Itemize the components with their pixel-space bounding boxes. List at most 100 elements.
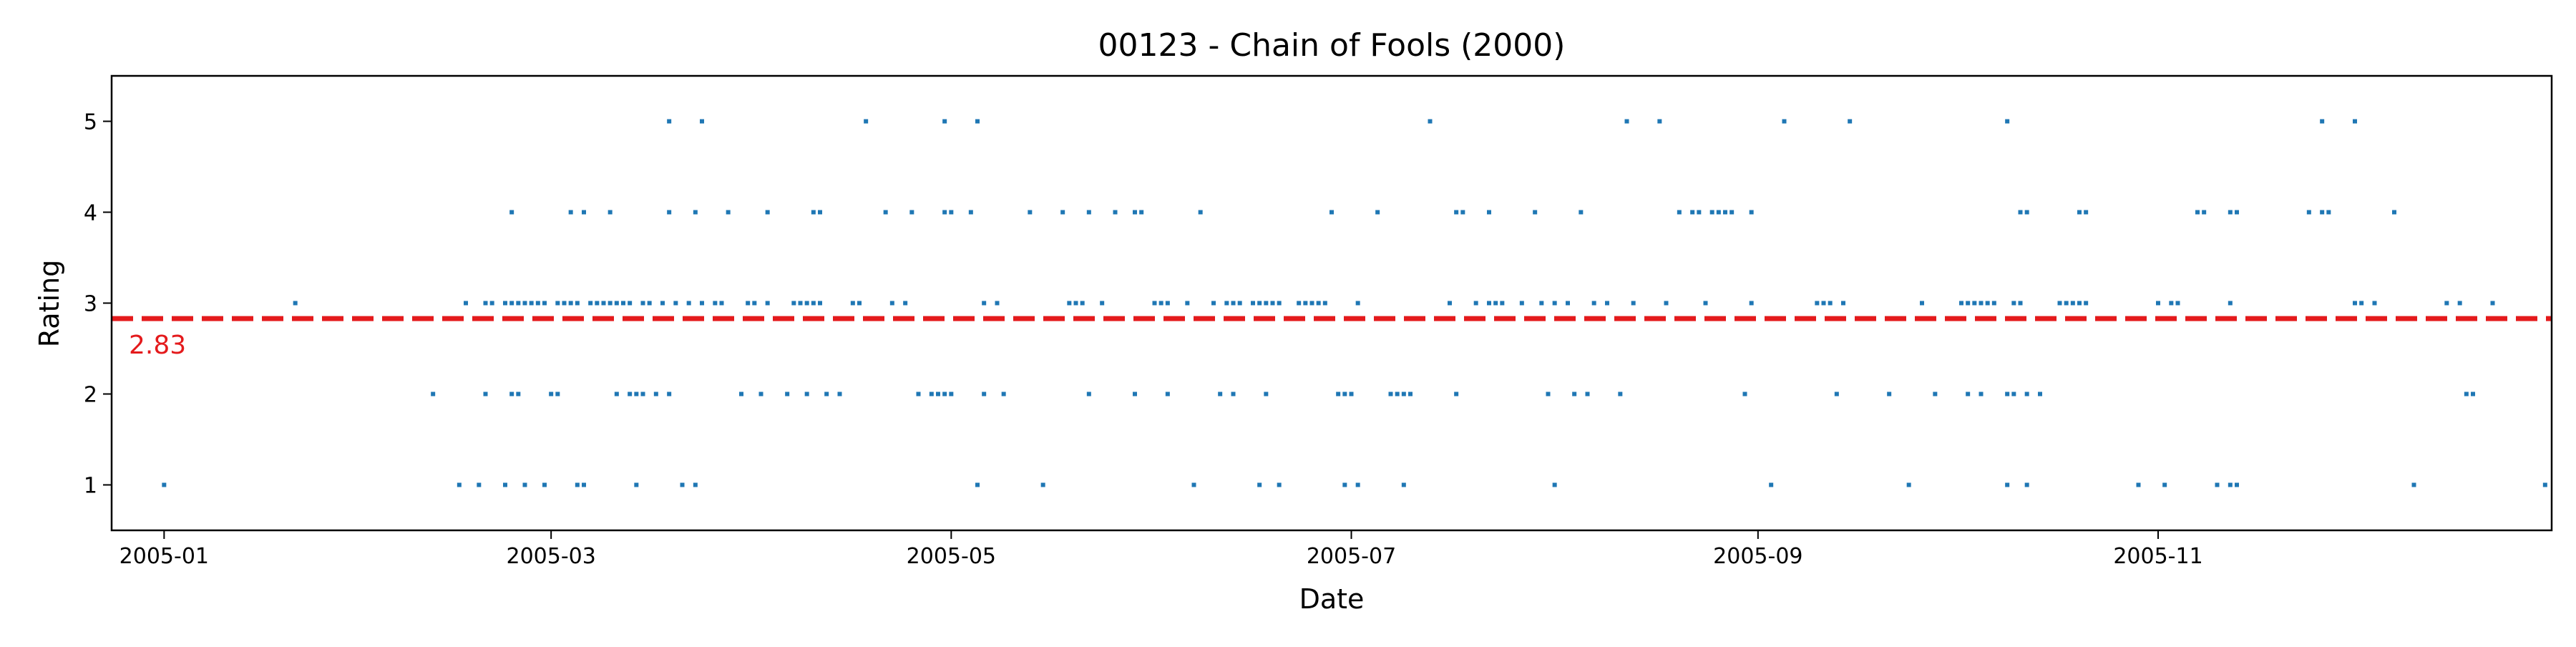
chart-title: 00123 - Chain of Fools (2000) <box>1098 27 1566 64</box>
data-point <box>1277 482 1282 487</box>
data-point <box>982 301 987 306</box>
data-point <box>2077 301 2082 306</box>
data-point <box>1972 301 1977 306</box>
data-point <box>1552 482 1557 487</box>
data-point <box>293 301 298 306</box>
data-point <box>975 482 980 487</box>
data-point <box>2457 301 2462 306</box>
data-point <box>1100 301 1105 306</box>
data-point <box>464 301 468 306</box>
x-tick-label: 2005-09 <box>1713 544 1802 569</box>
data-point <box>640 301 645 306</box>
data-point <box>1264 301 1269 306</box>
data-point <box>1349 391 1354 397</box>
data-point <box>1709 210 1714 215</box>
data-point <box>949 210 954 215</box>
data-point <box>818 210 822 215</box>
data-point <box>1460 210 1465 215</box>
data-point <box>1342 482 1347 487</box>
data-point <box>1251 301 1255 306</box>
data-point <box>588 301 593 306</box>
data-point <box>995 301 1000 306</box>
data-point <box>2353 119 2357 124</box>
data-point <box>1920 301 1924 306</box>
data-point <box>1841 301 1845 306</box>
data-point <box>2228 210 2233 215</box>
data-point <box>1086 210 1091 215</box>
data-point <box>1067 301 1072 306</box>
data-point <box>2136 482 2141 487</box>
data-point <box>1716 210 1721 215</box>
data-point <box>503 301 507 306</box>
data-point <box>2175 301 2180 306</box>
data-point <box>686 301 691 306</box>
data-point <box>1191 482 1196 487</box>
data-point <box>746 301 751 306</box>
data-point <box>582 482 586 487</box>
data-point <box>1985 301 1990 306</box>
data-point <box>1887 391 1892 397</box>
data-point <box>1001 391 1006 397</box>
data-point <box>1198 210 1203 215</box>
data-point <box>1322 301 1327 306</box>
data-point <box>1231 301 1236 306</box>
data-point <box>1552 301 1557 306</box>
data-point <box>568 210 573 215</box>
data-point <box>837 391 842 397</box>
data-point <box>2057 301 2062 306</box>
data-point <box>1519 301 1524 306</box>
data-point <box>1454 210 1459 215</box>
data-point <box>765 301 770 306</box>
data-point <box>1264 391 1269 397</box>
data-point <box>621 301 625 306</box>
data-point <box>640 391 645 397</box>
data-point <box>1742 391 1747 397</box>
data-point <box>903 301 908 306</box>
data-point <box>916 391 921 397</box>
data-point <box>1165 301 1170 306</box>
axes-frame <box>110 74 2553 532</box>
data-point <box>608 210 613 215</box>
data-point <box>628 301 633 306</box>
data-point <box>693 482 698 487</box>
data-point <box>1330 210 1334 215</box>
data-point <box>2359 301 2364 306</box>
data-point <box>2372 301 2377 306</box>
data-point <box>1579 210 1584 215</box>
data-point <box>765 210 770 215</box>
y-tick-label: 4 <box>84 201 97 226</box>
data-point <box>1270 301 1275 306</box>
data-point <box>1749 210 1754 215</box>
data-point <box>1342 391 1347 397</box>
data-point <box>667 391 672 397</box>
data-point <box>582 210 586 215</box>
data-point <box>2320 119 2325 124</box>
data-point <box>982 391 987 397</box>
data-point <box>522 482 527 487</box>
data-point <box>1408 391 1413 397</box>
data-point <box>2077 210 2082 215</box>
data-point <box>2011 391 2016 397</box>
data-point <box>555 391 560 397</box>
data-point <box>1664 301 1669 306</box>
data-point <box>489 301 494 306</box>
data-point <box>2235 210 2239 215</box>
data-point <box>608 301 613 306</box>
data-point <box>509 301 514 306</box>
y-tick-label: 5 <box>84 110 97 135</box>
data-point <box>1690 210 1695 215</box>
data-point <box>529 301 534 306</box>
data-point <box>2326 210 2331 215</box>
data-point <box>2306 210 2311 215</box>
data-point <box>2235 482 2239 487</box>
data-point <box>2464 391 2469 397</box>
data-point <box>614 391 619 397</box>
data-point <box>1493 301 1498 306</box>
data-point <box>1729 210 1735 215</box>
data-point <box>535 301 540 306</box>
y-tick-label: 2 <box>84 383 97 408</box>
data-point <box>2228 482 2233 487</box>
data-point <box>1133 391 1137 397</box>
x-tick-label: 2005-07 <box>1307 544 1396 569</box>
data-point <box>889 301 894 306</box>
